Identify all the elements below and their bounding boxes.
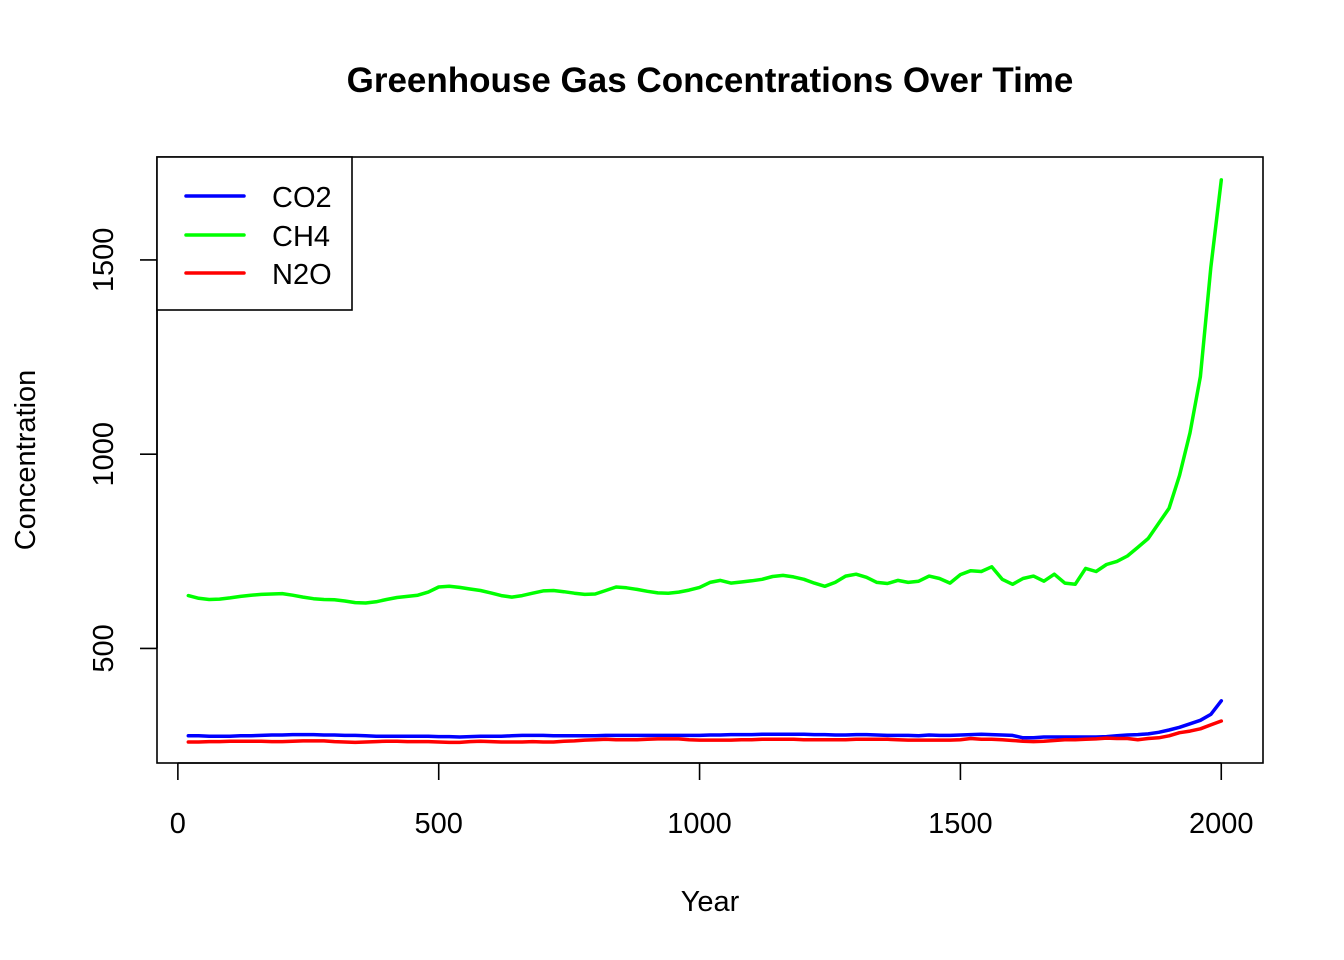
y-tick-label: 1000 bbox=[88, 422, 120, 487]
chart-title: Greenhouse Gas Concentrations Over Time bbox=[347, 61, 1074, 100]
series-lines bbox=[186, 178, 1224, 745]
x-tick-label: 500 bbox=[415, 808, 463, 840]
legend-label-ch4: CH4 bbox=[272, 221, 330, 253]
x-tick-label: 0 bbox=[170, 808, 186, 840]
series-line-co2 bbox=[186, 699, 1224, 740]
y-axis: 500 1000 1500 bbox=[88, 228, 158, 673]
legend: CO2 CH4 N2O bbox=[156, 156, 353, 311]
y-tick-label: 500 bbox=[88, 624, 120, 672]
y-axis-label: Concentration bbox=[10, 370, 42, 551]
x-axis: 0 500 1000 1500 2000 bbox=[170, 762, 1254, 840]
legend-label-n2o: N2O bbox=[272, 259, 332, 291]
x-tick-label: 1500 bbox=[928, 808, 993, 840]
series-line-n2o bbox=[186, 719, 1224, 745]
series-line-ch4 bbox=[186, 178, 1224, 605]
legend-label-co2: CO2 bbox=[272, 182, 332, 214]
y-tick-label: 1500 bbox=[88, 228, 120, 293]
x-axis-label: Year bbox=[681, 886, 740, 918]
x-tick-label: 1000 bbox=[667, 808, 732, 840]
x-tick-label: 2000 bbox=[1189, 808, 1254, 840]
